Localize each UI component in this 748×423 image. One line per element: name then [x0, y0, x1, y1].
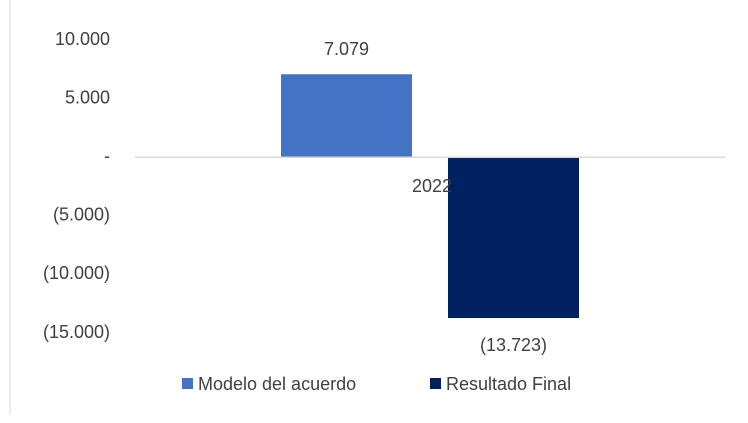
- y-tick-label: (5.000): [53, 205, 110, 225]
- y-tick-label: 5.000: [65, 87, 110, 107]
- bar: [448, 157, 579, 319]
- legend-label: Resultado Final: [446, 374, 571, 394]
- data-label: 7.079: [324, 39, 369, 59]
- data-label: (13.723): [480, 335, 547, 355]
- y-tick-label: (15.000): [43, 322, 110, 342]
- legend-swatch: [182, 378, 193, 389]
- bar: [281, 74, 412, 158]
- legend-label: Modelo del acuerdo: [198, 374, 356, 394]
- x-tick-label: 2022: [412, 176, 452, 196]
- y-tick-label: (10.000): [43, 263, 110, 283]
- legend-swatch: [430, 378, 441, 389]
- y-tick-label: 10.000: [55, 29, 110, 49]
- y-tick-label: -: [104, 146, 110, 166]
